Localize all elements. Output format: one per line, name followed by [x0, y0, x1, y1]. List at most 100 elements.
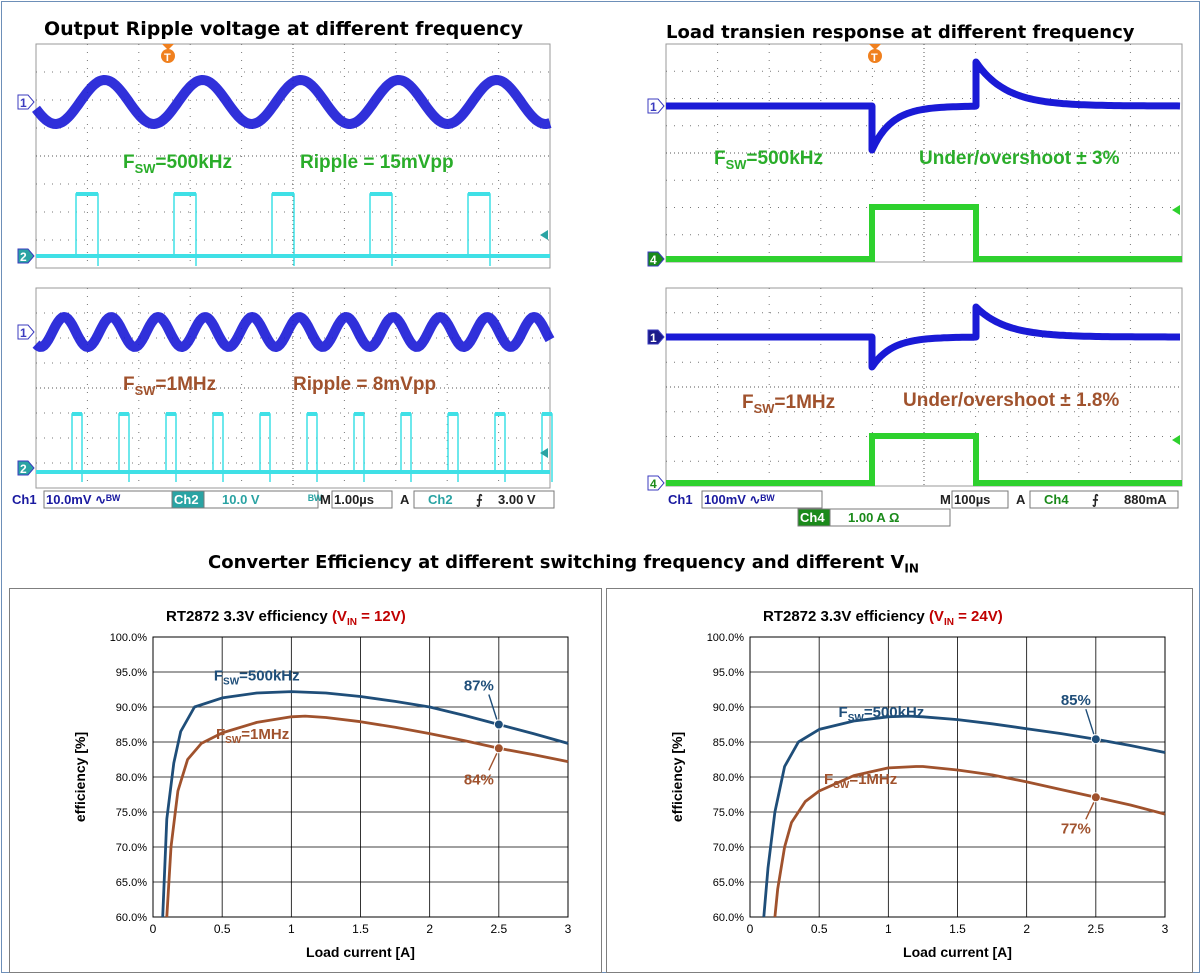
transient-bottom-ch4-marker-label: 4	[650, 477, 657, 491]
efficiency-chart-panel-24v: RT2872 3.3V efficiency (VIN = 24V) 60.0% 6…	[606, 588, 1193, 973]
eff1-y-tick: 80.0%	[713, 772, 744, 784]
eff1-plot-border	[749, 636, 1166, 918]
transient-status-ch1-scale-box	[701, 490, 823, 509]
eff0-y-tick: 85.0%	[116, 737, 147, 749]
eff1-x-tick: 0.5	[811, 922, 828, 936]
ripple-bottom-ch2-marker-label: 2	[20, 462, 27, 476]
eff0-series-0-line	[161, 690, 569, 918]
eff1-x-tick: 1	[885, 922, 892, 936]
eff0-title: RT2872 3.3V efficiency (VIN = 12V)	[166, 608, 406, 628]
ripple-bottom-ch2-marker	[17, 460, 35, 476]
transient-bottom-ch1-marker-label: 1	[650, 331, 657, 345]
ripple-500k-note: Ripple = 15mVpp	[300, 152, 454, 173]
eff0-series-1-label: FSW=1MHz	[216, 726, 289, 746]
eff0-x-tick: 2.5	[490, 922, 507, 936]
eff0-ylabel: efficiency [%]	[72, 732, 88, 822]
eff0-annotation-1-point	[493, 743, 504, 754]
ripple-scope-screen: T 1 2 FSW=500kHz Ripple = 15mVpp 1 2 FSW=1MHz Ri…	[12, 43, 555, 509]
ripple-500k-ch1-trace	[32, 75, 553, 129]
eff0-annotation-0-label: 87%	[464, 678, 494, 695]
transient-bottom-ch4-marker	[647, 475, 665, 491]
eff0-plot-border	[152, 636, 569, 918]
transient-top-trigger-level	[1172, 205, 1180, 215]
transient-bottom-ch1-marker	[647, 329, 665, 345]
ripple-status-trig-level: 3.00 V	[498, 492, 536, 507]
eff1-y-tick: 85.0%	[713, 737, 744, 749]
eff0-xlabel: Load current [A]	[306, 944, 415, 960]
ripple-1m-ch1-trace	[32, 312, 555, 352]
transient-500k-ch4-trace	[666, 204, 1182, 262]
eff1-y-tick: 65.0%	[713, 877, 744, 889]
ripple-top-ch2-marker-label: 2	[20, 250, 27, 264]
transient-500k-fsw-label: FSW=500kHz	[714, 148, 823, 172]
transient-status-ch4-scale-box	[829, 508, 951, 527]
efficiency-chart-panel-12v: RT2872 3.3V efficiency (VIN = 12V) 60.0% 6…	[9, 588, 602, 973]
eff1-y-tick: 100.0%	[707, 632, 745, 644]
transient-status-trig-ch: Ch4	[1044, 492, 1069, 507]
eff1-annotation-0-leader	[1085, 708, 1095, 735]
eff0-x-tick: 1	[288, 922, 295, 936]
transient-bottom-trigger-level	[1172, 435, 1180, 445]
ripple-top-ch2-marker	[17, 248, 35, 264]
ripple-status-trig-sym: ⨍	[476, 492, 483, 508]
eff1-annotation-0-point	[1090, 734, 1101, 745]
transient-scope-screen: T 1 4 FSW=500kHz Under/overshoot ± 3% 1 4 FSW=1…	[647, 43, 1183, 527]
eff1-x-tick: 2.5	[1087, 922, 1104, 936]
eff1-series-1-line	[773, 765, 1166, 918]
transient-status-ch1: Ch1	[668, 492, 693, 507]
eff0-x-tick: 3	[565, 922, 572, 936]
ripple-status-time-box	[331, 490, 393, 509]
eff1-xlabel: Load current [A]	[903, 944, 1012, 960]
transient-top-panel-grid	[666, 44, 1182, 262]
ripple-bottom-trigger-level	[540, 448, 548, 458]
eff1-x-tick: 2	[1023, 922, 1030, 936]
ripple-status-ch2-cpl: ᴮᵂ	[308, 492, 323, 507]
efficiency-chart-12v: RT2872 3.3V efficiency (VIN = 12V) 60.0% 6…	[72, 608, 572, 960]
ripple-1m-fsw-label: FSW=1MHz	[123, 374, 216, 398]
transient-trigger-marker-arrow	[869, 44, 881, 50]
ripple-heading: Output Ripple voltage at different frequ…	[44, 18, 523, 40]
transient-heading: Load transien response at different freq…	[666, 22, 1135, 43]
transient-status-a: A	[1016, 492, 1026, 507]
eff1-y-tick: 75.0%	[713, 807, 744, 819]
eff0-annotation-0-point	[493, 719, 504, 730]
eff1-series-0-line	[762, 714, 1166, 918]
transient-status-time-box	[951, 490, 1009, 509]
ripple-status-time: 1.00µs	[334, 492, 374, 507]
transient-top-ch1-marker-label: 1	[650, 100, 657, 114]
eff1-x-tick: 1.5	[949, 922, 966, 936]
efficiency-chart-24v: RT2872 3.3V efficiency (VIN = 24V) 60.0% 6…	[669, 608, 1169, 960]
efficiency-heading-sub: IN	[904, 561, 919, 576]
transient-status-ch1-scale: 100mV ∿ᴮᵂ	[704, 492, 775, 507]
transient-1m-fsw-label: FSW=1MHz	[742, 392, 835, 416]
transient-trigger-marker	[868, 49, 882, 63]
ripple-status-m: M	[320, 492, 331, 507]
ripple-trigger-marker	[161, 49, 175, 63]
efficiency-heading: Converter Efficiency at different switch…	[208, 552, 919, 576]
ripple-1m-note: Ripple = 8mVpp	[293, 374, 436, 395]
eff0-x-tick: 0.5	[214, 922, 231, 936]
transient-top-ch4-marker-label: 4	[650, 253, 657, 267]
transient-status-time: 100µs	[954, 492, 990, 507]
eff1-ylabel: efficiency [%]	[669, 732, 685, 822]
eff0-y-tick: 60.0%	[116, 912, 147, 924]
ripple-status-ch1: Ch1	[12, 492, 37, 507]
eff0-series-0-label: FSW=500kHz	[214, 667, 300, 687]
ripple-status-trig-ch-box	[413, 490, 555, 509]
transient-1m-ch4-trace	[666, 433, 1182, 486]
eff0-y-tick: 75.0%	[116, 807, 147, 819]
transient-1m-note: Under/overshoot ± 1.8%	[903, 390, 1119, 411]
eff0-y-tick: 100.0%	[110, 632, 148, 644]
transient-status-ch4: Ch4	[800, 510, 825, 525]
transient-500k-ch1-trace	[666, 58, 1181, 154]
eff0-annotation-1-leader	[488, 753, 498, 771]
eff1-x-tick: 3	[1162, 922, 1169, 936]
eff1-x-tick: 0	[747, 922, 754, 936]
ripple-status-trig-ch: Ch2	[428, 492, 453, 507]
ripple-top-trigger-level	[540, 230, 548, 240]
ripple-status-ch2-scale-box	[203, 490, 319, 509]
transient-status-ch4-scale: 1.00 A Ω	[848, 510, 899, 525]
ripple-trigger-marker-arrow	[162, 44, 174, 50]
ripple-top-ch1-marker-label: 1	[20, 96, 27, 110]
eff0-annotation-1-label: 84%	[464, 771, 494, 788]
